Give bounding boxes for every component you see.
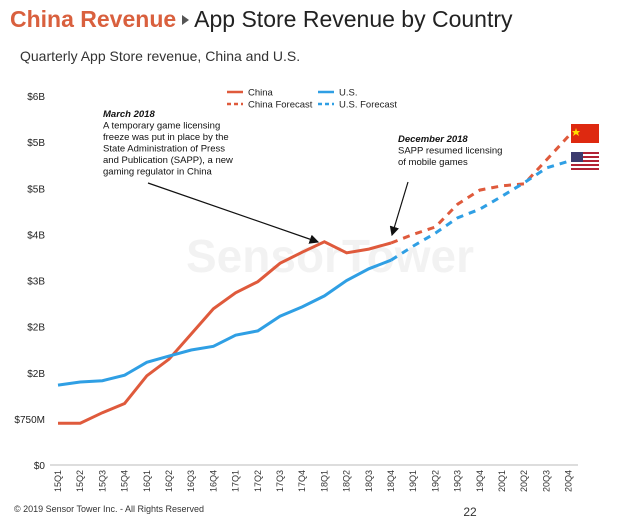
x-tick-label: 16Q4 [208, 470, 218, 492]
x-tick-label: 19Q4 [475, 470, 485, 492]
footer: © 2019 Sensor Tower Inc. - All Rights Re… [14, 504, 204, 514]
x-tick-label: 20Q1 [497, 470, 507, 492]
x-tick-label: 18Q1 [319, 470, 329, 492]
x-tick-label: 17Q3 [275, 470, 285, 492]
x-tick-label: 18Q2 [342, 470, 352, 492]
chart-subtitle: Quarterly App Store revenue, China and U… [20, 48, 301, 64]
x-tick-label: 20Q4 [564, 470, 574, 492]
x-tick-label: 17Q4 [297, 470, 307, 492]
legend-label: China [248, 88, 274, 99]
x-tick-label: 20Q2 [519, 470, 529, 492]
x-tick-label: 17Q2 [253, 470, 263, 492]
page-number: 22 [463, 505, 477, 519]
annotation-text: gaming regulator in China [103, 167, 213, 178]
separator-arrow [182, 14, 190, 25]
x-tick-label: 16Q2 [164, 470, 174, 492]
x-tick-label: 16Q1 [142, 470, 152, 492]
y-tick-label: $2B [27, 369, 45, 380]
brand-title: China Revenue [10, 6, 177, 32]
x-tick-label: 15Q2 [75, 470, 85, 492]
series-line [390, 134, 570, 245]
x-tick-label: 19Q1 [408, 470, 418, 492]
series-line [58, 240, 392, 425]
x-tick-label: 18Q3 [364, 470, 374, 492]
x-tick-label: 19Q3 [453, 470, 463, 492]
legend-label: China Forecast [248, 100, 313, 111]
annotation-arrow [147, 182, 320, 244]
series-line [390, 159, 570, 262]
x-tick-label: 19Q2 [430, 470, 440, 492]
legend-label: U.S. Forecast [339, 100, 397, 111]
us-flag [571, 152, 599, 171]
annotation-heading: March 2018 [103, 109, 155, 120]
y-tick-label: $4B [27, 230, 45, 241]
x-tick-label: 15Q3 [97, 470, 107, 492]
y-tick-label: $0 [34, 461, 46, 472]
header: China Revenue App Store Revenue by Count… [10, 6, 513, 33]
watermark: SensorTower [186, 230, 474, 282]
chart-title: App Store Revenue by Country [194, 6, 513, 32]
china-flag [571, 124, 599, 143]
annotation-text: State Administration of Press [103, 144, 225, 155]
annotation-text: A temporary game licensing [103, 121, 220, 132]
y-tick-label: $5B [27, 184, 45, 195]
x-tick-label: 17Q1 [231, 470, 241, 492]
annotation-text: of mobile games [398, 157, 468, 168]
annotation-text: SAPP resumed licensing [398, 146, 502, 157]
x-tick-label: 15Q4 [120, 470, 130, 492]
series-line [57, 258, 392, 387]
y-tick-label: $5B [27, 138, 45, 149]
y-tick-label: $750M [14, 415, 45, 426]
annotation-arrow [389, 181, 409, 237]
y-tick-label: $6B [27, 92, 45, 103]
annotation-heading: December 2018 [398, 134, 468, 145]
y-tick-label: $3B [27, 277, 45, 288]
annotation-text: and Publication (SAPP), a new [103, 155, 233, 166]
x-tick-label: 20Q3 [541, 470, 551, 492]
annotation-text: freeze was put in place by the [103, 132, 229, 143]
x-tick-label: 15Q1 [53, 470, 63, 492]
x-tick-label: 18Q4 [386, 470, 396, 492]
legend-label: U.S. [339, 88, 357, 99]
x-tick-label: 16Q3 [186, 470, 196, 492]
y-tick-label: $2B [27, 323, 45, 334]
